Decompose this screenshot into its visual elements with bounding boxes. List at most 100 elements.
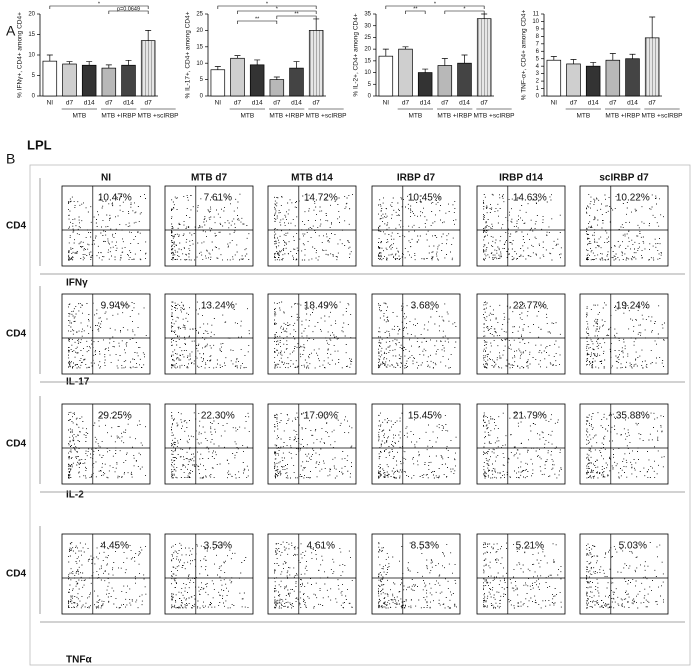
column-title: IRBP d14 [499, 173, 543, 184]
bar [625, 58, 640, 97]
y-tick-label: 0 [536, 94, 540, 100]
event-dots [274, 194, 353, 261]
group-label: MTB [408, 113, 422, 120]
group-label: MTB [240, 113, 254, 120]
flow-plot: 3.53% [164, 533, 254, 615]
quadrant-percentage: 18.49% [304, 301, 338, 312]
event-dots [68, 542, 147, 609]
group-label: MTB +IRBP [269, 113, 304, 120]
y-tick-label: 2 [536, 79, 540, 85]
event-dots [68, 301, 147, 369]
event-dots [171, 193, 250, 261]
x-tick-label: d7 [609, 100, 617, 107]
plot-frame [164, 293, 254, 375]
x-tick-label: d7 [66, 100, 74, 107]
x-tick-label: d14 [420, 100, 431, 107]
event-dots [274, 301, 353, 369]
bar [457, 62, 472, 97]
significance-bracket [217, 5, 317, 9]
event-dots [586, 412, 665, 479]
flow-plot: 10.45% [371, 185, 461, 267]
significance-label: * [276, 6, 279, 12]
group-label: MTB +IRBP [437, 113, 472, 120]
marker-label: IL-2 [66, 490, 84, 501]
event-dots [483, 412, 562, 479]
y-axis-label: % IFNγ+, CD4+ among CD4+ [17, 12, 24, 98]
error-bar [382, 48, 389, 57]
x-tick-label: NI [47, 100, 54, 107]
x-tick-label: d7 [105, 100, 113, 107]
plot-frame [61, 403, 151, 485]
x-tick-label: d7 [145, 100, 153, 107]
flow-plot: 10.47% [61, 185, 151, 267]
plot-frame [579, 403, 669, 485]
quadrant-percentage: 8.53% [411, 541, 439, 552]
bar [476, 18, 492, 97]
flow-plot: 22.77% [476, 293, 566, 375]
quadrant-percentage: 4.61% [307, 541, 335, 552]
group-label: MTB +IRBP [101, 113, 136, 120]
y-tick-label: 5 [32, 73, 36, 79]
bar [230, 57, 245, 97]
y-tick-label: 10 [364, 70, 371, 76]
significance-bracket [237, 20, 278, 24]
significance-label: * [266, 1, 269, 7]
flow-plot: 3.68% [371, 293, 461, 375]
bar [605, 59, 621, 97]
plot-frame [61, 293, 151, 375]
y-tick-label: 15 [364, 58, 371, 64]
bar [101, 67, 117, 97]
column-title: MTB d7 [191, 173, 228, 184]
error-bar [234, 55, 241, 59]
flow-plot: 5.03% [579, 533, 669, 615]
error-bar [570, 59, 577, 64]
y-tick-label: 7 [536, 41, 540, 47]
event-dots [68, 411, 146, 479]
bar [269, 79, 285, 97]
y-tick-label: 15 [28, 32, 35, 38]
error-bar [461, 54, 468, 64]
bar [289, 67, 304, 97]
significance-bracket [49, 5, 149, 9]
flow-plot: 14.72% [267, 185, 357, 267]
significance-label: ** [413, 6, 418, 12]
flow-plot: 21.79% [476, 403, 566, 485]
error-bar [550, 56, 557, 61]
flow-plot: 22.30% [164, 403, 254, 485]
x-tick-label: d7 [273, 100, 281, 107]
x-tick-label: NI [551, 100, 558, 107]
event-dots [274, 541, 353, 609]
y-tick-label: 9 [536, 26, 540, 32]
event-dots [274, 411, 353, 479]
group-label: MTB +scIRBP [642, 113, 683, 120]
plot-frame [371, 403, 461, 485]
bar [378, 55, 394, 97]
y-tick-label: 0 [368, 94, 372, 100]
significance-bracket [444, 10, 485, 14]
significance-label: ** [294, 11, 299, 17]
significance-label: * [434, 1, 437, 7]
x-tick-label: d14 [588, 100, 599, 107]
plot-frame [267, 293, 357, 375]
bar [81, 64, 97, 97]
quadrant-percentage: 9.94% [101, 301, 129, 312]
y-tick-label: 25 [196, 12, 203, 18]
panel-label: B [6, 151, 15, 167]
y-axis-label: % TNF-α+, CD4+ among CD4+ [521, 10, 528, 101]
flow-plot: 9.94% [61, 293, 151, 375]
column-title: IRBP d7 [397, 173, 436, 184]
y-axis-label: % IL-2+, CD4+ among CD4+ [353, 13, 360, 96]
panel-label: A [6, 23, 16, 39]
quadrant-percentage: 10.45% [408, 193, 442, 204]
event-dots [483, 301, 561, 369]
event-dots [171, 411, 250, 479]
event-dots [378, 412, 457, 479]
significance-bracket [385, 5, 485, 9]
x-tick-label: d7 [570, 100, 578, 107]
significance-bracket [108, 10, 149, 14]
row-axis-label: CD4 [6, 221, 26, 232]
plot-frame [267, 403, 357, 485]
quadrant-percentage: 4.45% [101, 541, 129, 552]
quadrant-percentage: 22.30% [201, 411, 235, 422]
